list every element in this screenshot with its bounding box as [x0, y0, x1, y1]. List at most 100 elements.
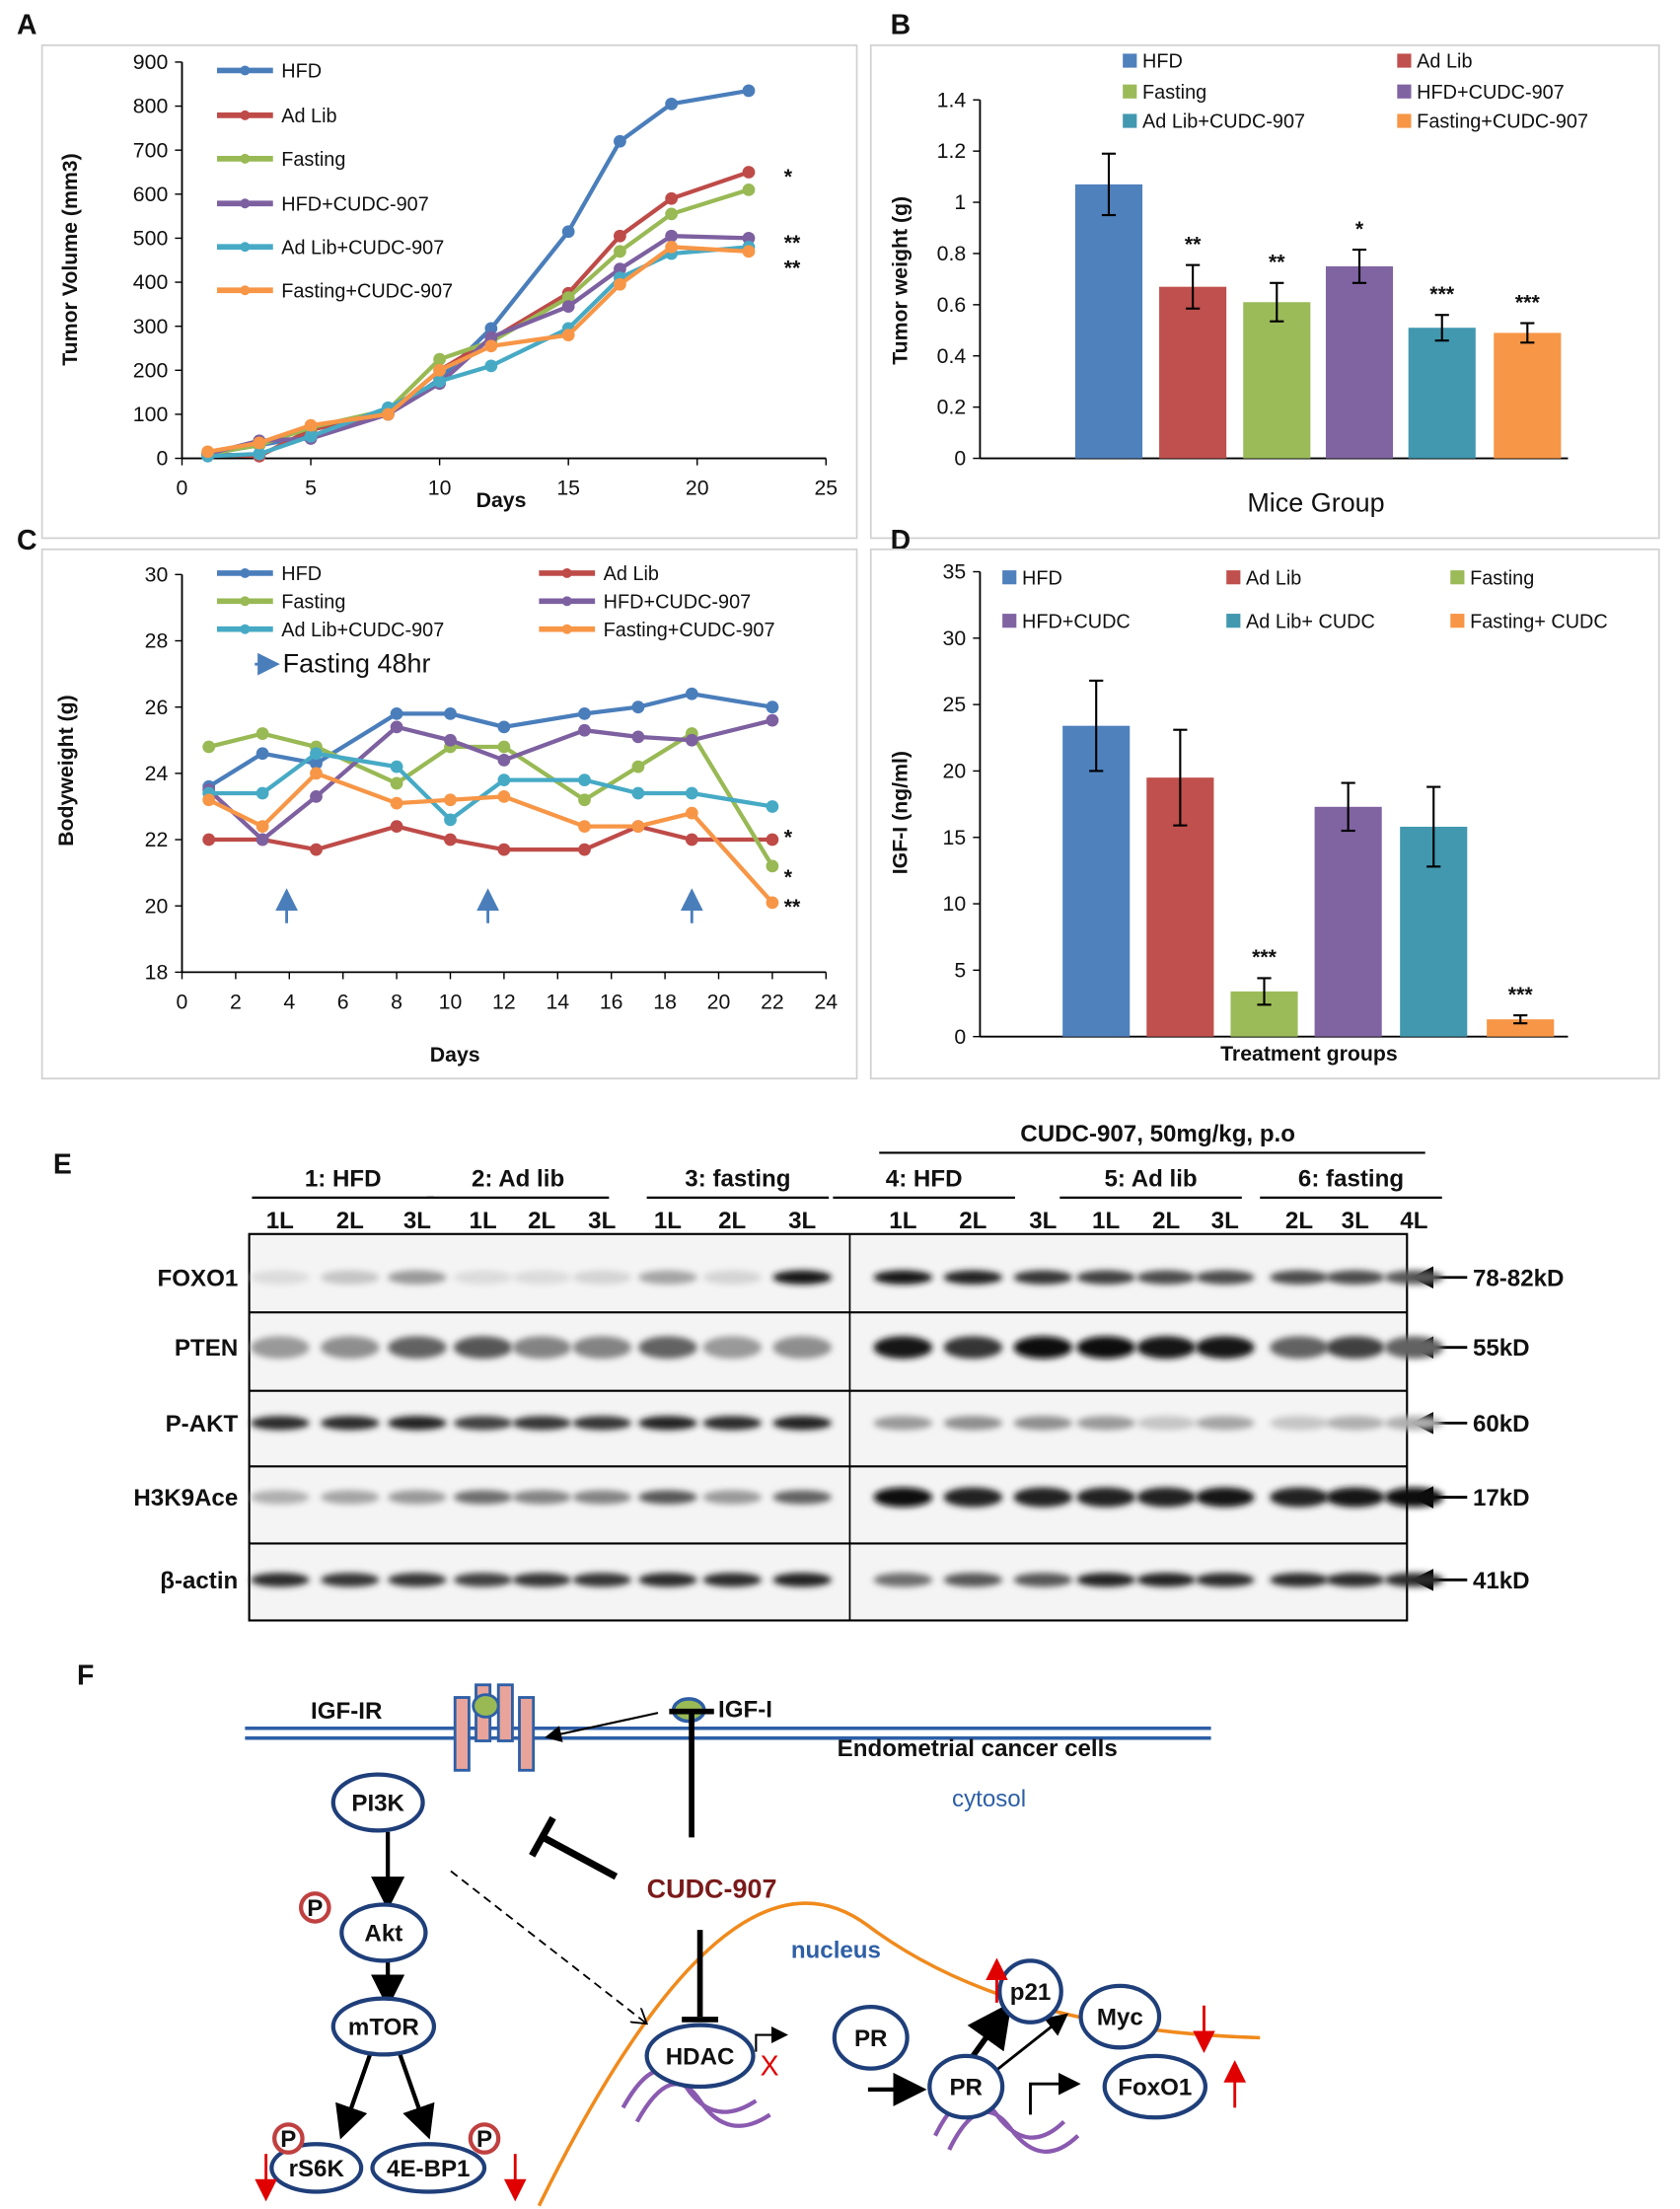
legend-label: Fasting+CUDC-907 [604, 620, 775, 641]
y-tick-label: 25 [943, 693, 967, 716]
band [251, 1490, 310, 1505]
band [453, 1336, 513, 1360]
data-point [310, 757, 323, 771]
x-axis-title: Days [476, 488, 527, 512]
legend-swatch [1226, 614, 1241, 628]
data-point [484, 339, 498, 353]
legend-label: Ad Lib+CUDC-907 [281, 237, 444, 258]
lane-label: 1L [1092, 1208, 1120, 1234]
data-point [497, 720, 511, 734]
data-point [390, 720, 403, 734]
band [943, 1416, 1003, 1431]
x-tick-label: 4 [283, 990, 295, 1013]
band [1325, 1270, 1385, 1285]
x-tick-label: 24 [814, 990, 838, 1013]
data-point [742, 84, 756, 98]
arrow-icon [995, 2013, 1069, 2072]
legend-label: Ad Lib [604, 563, 659, 585]
4e-bp1-label: 4E-BP1 [387, 2156, 470, 2182]
data-point [382, 407, 395, 421]
lane-label: 3L [1342, 1208, 1369, 1234]
band [1325, 1573, 1385, 1587]
group-label: 1: HFD [305, 1166, 382, 1193]
group-label: 5: Ad lib [1104, 1166, 1197, 1193]
p21-label: p21 [1010, 1979, 1052, 2006]
y-tick-label: 600 [133, 183, 168, 206]
y-tick-label: 20 [145, 894, 169, 918]
inhibit-bar-icon [529, 1815, 556, 1858]
band [1195, 1573, 1255, 1587]
band [388, 1270, 447, 1285]
y-tick-label: 26 [145, 696, 169, 719]
band [1270, 1336, 1329, 1360]
significance-mark: * [784, 826, 793, 849]
band [320, 1270, 380, 1285]
legend-marker [240, 624, 251, 634]
data-point [742, 232, 756, 245]
data-point [614, 245, 626, 258]
band [943, 1336, 1003, 1360]
data-point [742, 166, 756, 179]
data-point [390, 796, 403, 810]
legend-label: HFD+CUDC [1022, 611, 1131, 632]
y-tick-label: 400 [133, 270, 168, 294]
lane-label: 2L [528, 1208, 555, 1234]
legend-marker [240, 110, 251, 120]
data-point [256, 727, 269, 740]
data-point [561, 329, 575, 341]
protein-label: PTEN [175, 1335, 238, 1362]
lane-label: 1L [470, 1208, 497, 1234]
drug-label: CUDC-907 [647, 1874, 777, 1903]
y-tick-label: 0.4 [937, 344, 967, 368]
data-point [631, 786, 645, 800]
bar-fasting [1243, 302, 1311, 459]
y-tick-label: 800 [133, 95, 168, 118]
data-point [685, 733, 698, 747]
legend-label: Ad Lib [281, 106, 336, 127]
y-tick-label: 1.4 [937, 88, 967, 111]
pathway-diagram: IGF-IR IGF-I Endometrial cancer cells cy… [245, 1683, 1261, 2207]
band [873, 1416, 933, 1431]
band [1195, 1336, 1255, 1360]
data-point [766, 713, 779, 727]
myc-node [1078, 1983, 1162, 2050]
legend-swatch [1002, 570, 1017, 585]
data-point [685, 833, 698, 847]
x-tick-label: 8 [391, 990, 402, 1013]
rs6k-label: rS6K [289, 2156, 345, 2182]
pr-label: PR [854, 2025, 888, 2052]
promoter-arrow-icon [1029, 2072, 1081, 2115]
group-label: 6: fasting [1298, 1166, 1404, 1193]
band [572, 1336, 632, 1360]
y-tick-label: 18 [145, 960, 169, 984]
data-point [444, 793, 457, 807]
band [873, 1573, 933, 1587]
panel-a-frame [40, 44, 858, 540]
legend-label: Ad Lib+CUDC-907 [281, 620, 444, 641]
x-axis-title: Treatment groups [1220, 1042, 1398, 1066]
arrow-icon [335, 2050, 374, 2140]
band [1013, 1336, 1073, 1360]
band [320, 1336, 380, 1360]
lane-label: 3L [1029, 1208, 1057, 1234]
data-point [304, 418, 318, 432]
band [943, 1487, 1003, 1508]
y-tick-label: 500 [133, 227, 168, 251]
lane-label: 3L [788, 1208, 816, 1234]
y-tick-label: 10 [943, 892, 967, 916]
significance-mark: * [1355, 217, 1364, 241]
data-point [614, 229, 626, 243]
x-tick-label: 6 [337, 990, 349, 1013]
data-point [201, 445, 214, 459]
band [1013, 1270, 1073, 1285]
pr-2-node [927, 2053, 1005, 2120]
data-point [390, 707, 403, 720]
y-tick-label: 28 [145, 629, 169, 653]
data-point [685, 687, 698, 700]
x-tick-label: 25 [814, 476, 838, 499]
data-point [631, 820, 645, 833]
phospho-label: P [280, 2126, 296, 2153]
pr-2-label: PR [949, 2075, 983, 2101]
x-tick-label: 10 [428, 476, 452, 499]
